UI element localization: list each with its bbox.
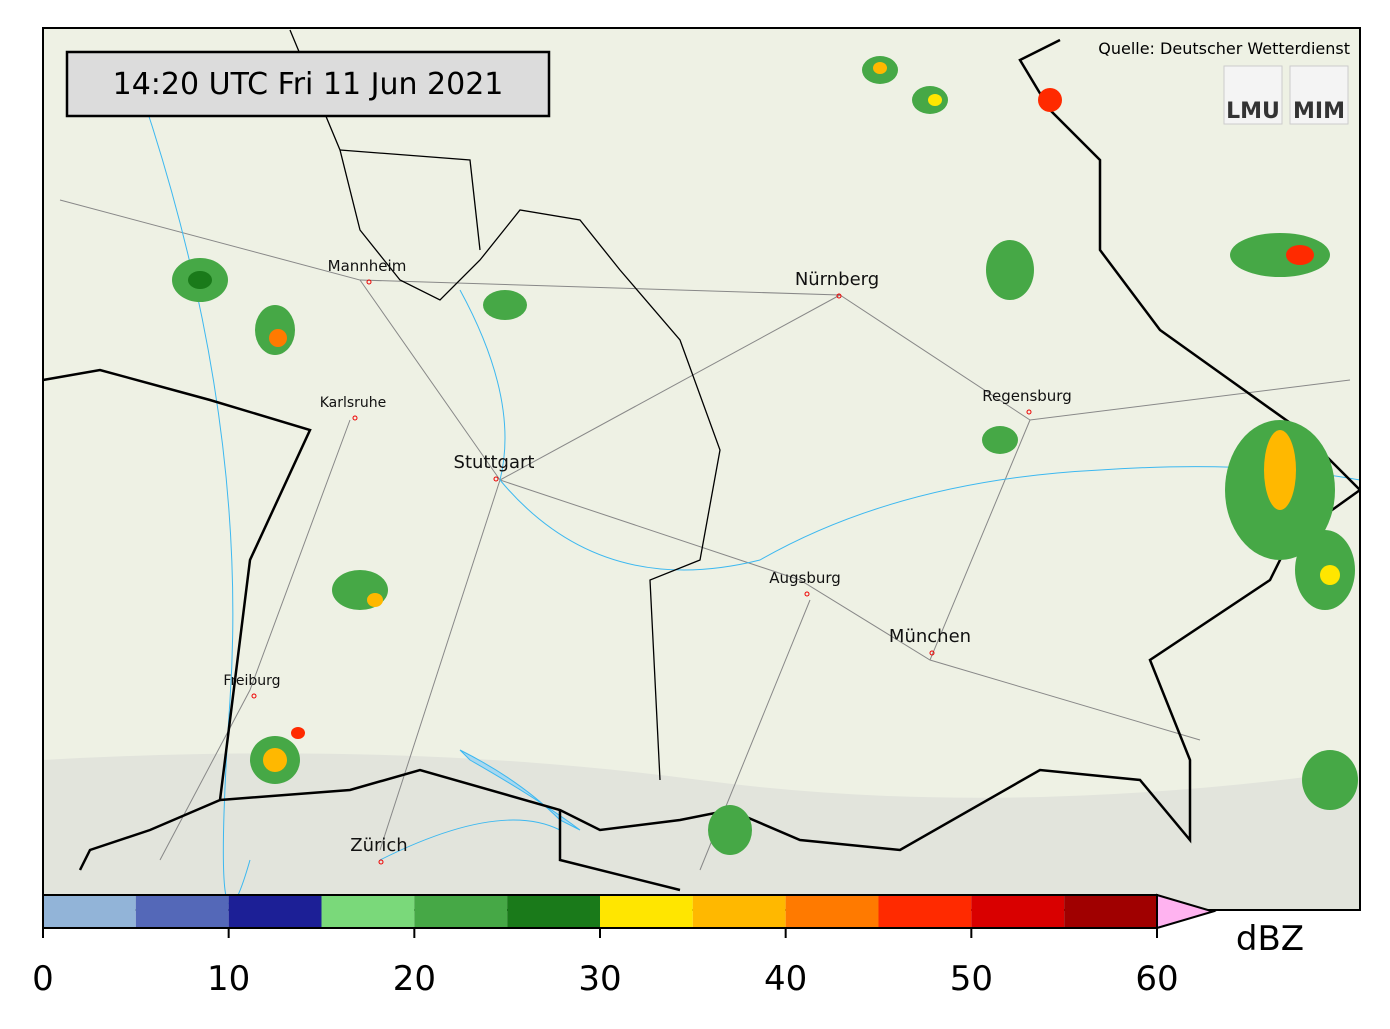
colorbar-segment <box>43 895 136 928</box>
logo: LMU <box>1226 99 1280 124</box>
city-dot <box>251 693 257 699</box>
roads <box>59 199 1351 871</box>
timestamp-box <box>65 50 551 118</box>
city-dot <box>493 476 499 482</box>
city-label: Freiburg <box>223 673 280 689</box>
colorbar-tick-label: 40 <box>764 959 807 999</box>
logo-box <box>1223 65 1283 125</box>
colorbar-tick-label: 50 <box>950 959 993 999</box>
colorbar-segment <box>507 895 600 928</box>
colorbar-tick-label: 20 <box>393 959 436 999</box>
colorbar-segment <box>414 895 508 928</box>
colorbar-segment <box>135 895 229 928</box>
country-borders <box>42 38 1361 892</box>
colorbar-segment <box>1064 895 1157 928</box>
city-label: Regensburg <box>982 387 1072 405</box>
source-credit: Quelle: Deutscher Wetterdienst <box>1098 39 1350 58</box>
city-label: München <box>889 626 971 647</box>
city-label: Stuttgart <box>454 452 535 473</box>
timestamp: 14:20 UTC Fri 11 Jun 2021 <box>113 67 504 102</box>
city-label: Nürnberg <box>795 269 879 290</box>
city-label: Zürich <box>350 835 407 856</box>
colorbar-tick-label: 10 <box>207 959 250 999</box>
city-dot <box>1026 409 1032 415</box>
city-label: Karlsruhe <box>320 395 387 411</box>
colorbar-tick-label: 60 <box>1135 959 1178 999</box>
city-dot <box>378 859 384 865</box>
colorbar-segment <box>878 895 972 928</box>
city-dot <box>352 415 358 421</box>
lake-constance <box>459 749 581 831</box>
alps-relief <box>43 753 1360 910</box>
colorbar-segment <box>600 895 693 928</box>
city-label: Mannheim <box>328 257 407 275</box>
city-dot <box>804 591 810 597</box>
radar-echoes <box>172 56 1358 855</box>
logo: MIM <box>1293 99 1345 124</box>
colorbar-segment <box>692 895 786 928</box>
city-label: Augsburg <box>769 569 841 587</box>
map: Mannheim Nürnberg Karlsruhe Regensburg Stutt… <box>42 27 1361 911</box>
city-dot <box>836 293 842 299</box>
colorbar-tick-label: 30 <box>578 959 621 999</box>
colorbar-segment <box>971 895 1065 928</box>
state-borders <box>289 29 721 781</box>
city-dot <box>929 650 935 656</box>
colorbar: 0 10 20 30 40 50 60 dBZ <box>32 893 1304 999</box>
logo-box <box>1289 65 1349 125</box>
colorbar-segment <box>785 895 879 928</box>
colorbar-tick-label: 0 <box>32 959 54 999</box>
colorbar-segment <box>321 895 415 928</box>
city-labels: Mannheim Nürnberg Karlsruhe Regensburg Stutt… <box>223 257 1072 865</box>
colorbar-segment <box>228 895 322 928</box>
colorbar-unit: dBZ <box>1236 919 1304 959</box>
city-dot <box>366 279 372 285</box>
